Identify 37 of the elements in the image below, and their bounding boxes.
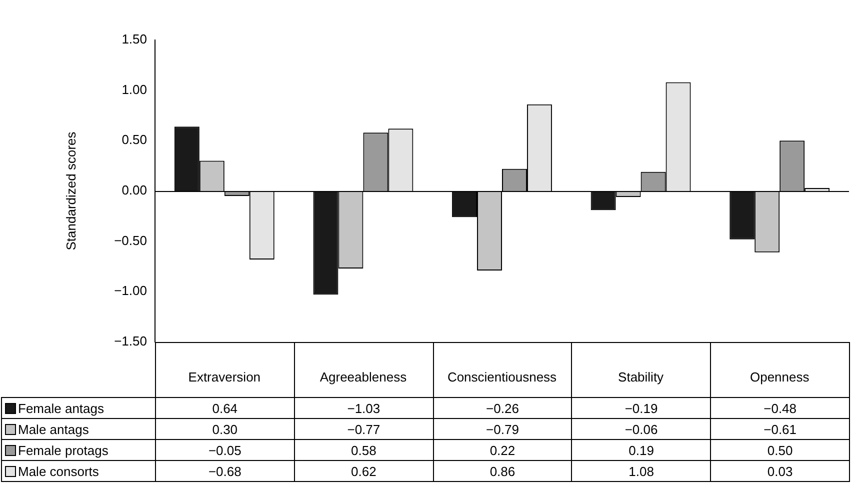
x-tick-label: Stability	[618, 369, 664, 384]
x-tick-label: Openness	[750, 369, 810, 384]
data-label: −1.03	[294, 398, 434, 418]
data-label: −0.19	[572, 398, 711, 418]
legend-label: Female protags	[17, 442, 108, 458]
data-label: 0.50	[710, 440, 850, 460]
data-label: 0.86	[433, 460, 572, 482]
data-label: 0.19	[572, 440, 711, 460]
y-tick-label: 0.00	[122, 182, 147, 198]
data-label: −0.61	[710, 418, 850, 440]
data-label: 1.08	[572, 460, 711, 482]
data-label: 0.30	[156, 418, 294, 440]
data-label: −0.48	[710, 398, 850, 418]
y-tick-label: 1.00	[122, 82, 147, 97]
data-label: 0.64	[156, 398, 294, 418]
y-tick-label: −1.00	[114, 283, 147, 298]
data-label: −0.06	[572, 418, 711, 440]
data-label: 0.62	[294, 460, 434, 482]
x-tick-label: Agreeableness	[320, 369, 408, 384]
data-label: −0.68	[156, 460, 294, 482]
y-tick-label: −0.50	[114, 232, 147, 248]
data-label: 0.03	[710, 460, 850, 482]
data-label: −0.05	[156, 440, 294, 460]
legend-label: Male consorts	[17, 464, 99, 478]
legend-label: Female antags	[17, 400, 104, 416]
y-tick-label: −1.50	[114, 334, 147, 349]
data-label: 0.58	[294, 440, 434, 460]
y-tick-label: 1.50	[122, 32, 147, 47]
data-label: −0.26	[433, 398, 572, 418]
y-tick-label: 0.50	[122, 132, 147, 148]
data-label: 0.22	[433, 440, 572, 460]
legend-label: Male antags	[17, 422, 89, 436]
x-tick-label: Conscientiousness	[447, 369, 558, 384]
data-label: −0.77	[294, 418, 434, 440]
x-tick-label: Extraversion	[188, 369, 261, 384]
y-axis-title: Standardized scores	[63, 131, 78, 250]
data-label: −0.79	[433, 418, 572, 440]
